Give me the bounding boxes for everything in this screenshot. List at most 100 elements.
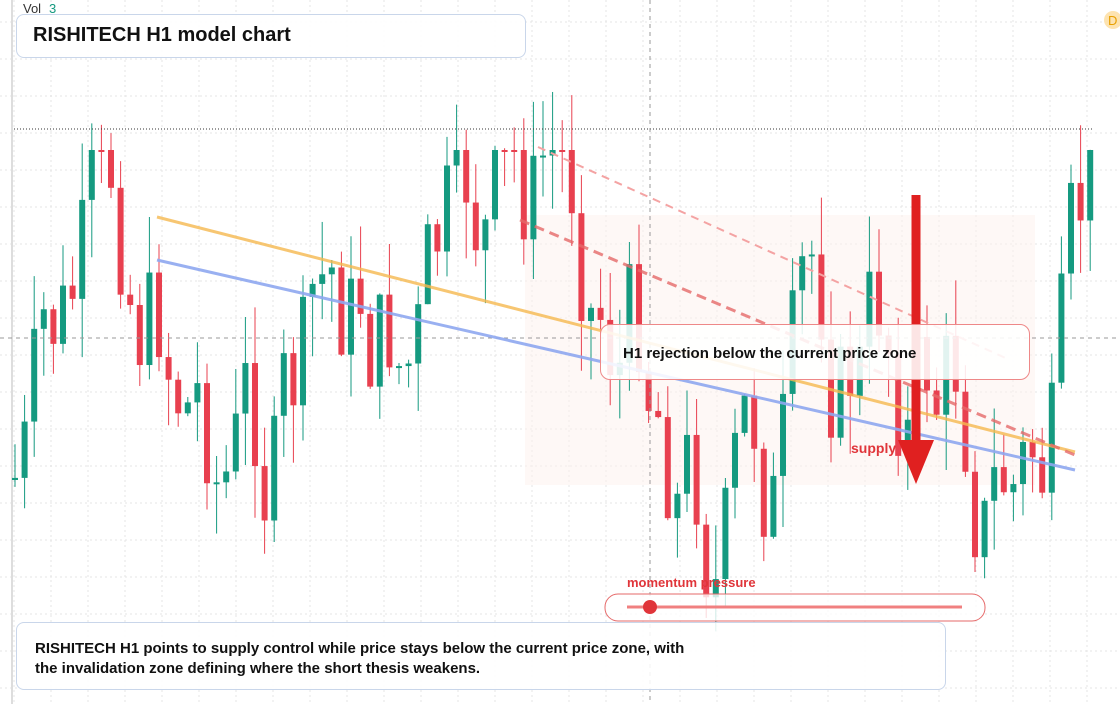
candle	[127, 294, 134, 305]
candle	[760, 448, 767, 537]
candle	[136, 304, 143, 366]
candle	[117, 187, 124, 295]
candle	[434, 224, 441, 252]
candle	[319, 274, 326, 284]
summary: RISHITECH H1 points to supply control wh…	[16, 622, 946, 690]
candle	[501, 150, 508, 152]
candle	[194, 383, 201, 403]
candle	[770, 475, 777, 537]
candle	[40, 309, 47, 329]
candle	[338, 267, 345, 355]
candle	[751, 395, 758, 449]
momentum-dot	[643, 600, 657, 614]
candle	[1077, 182, 1084, 221]
candle	[175, 379, 182, 414]
badge-text: D	[1108, 13, 1117, 28]
candle	[645, 372, 652, 411]
candle	[904, 419, 911, 456]
candle	[866, 271, 873, 347]
candle	[204, 383, 210, 484]
candle	[252, 363, 258, 467]
candle	[712, 579, 719, 598]
candle	[962, 391, 969, 472]
candle	[386, 294, 393, 368]
candle	[1058, 273, 1065, 383]
candle	[520, 150, 527, 240]
candle	[1000, 467, 1007, 493]
candle	[818, 254, 825, 340]
candle	[280, 353, 287, 416]
candle	[88, 150, 95, 200]
candle	[31, 328, 38, 422]
candle	[1029, 441, 1036, 458]
candle	[261, 466, 268, 521]
candle	[972, 471, 978, 558]
candle	[684, 434, 690, 494]
candle	[223, 471, 230, 483]
arrow-head	[898, 440, 934, 484]
candle	[415, 304, 422, 364]
candle	[69, 285, 76, 299]
candle	[213, 482, 220, 485]
title: RISHITECH H1 model chart	[16, 14, 526, 58]
candle	[146, 272, 153, 366]
summary-text: RISHITECH H1 points to supply control wh…	[35, 640, 685, 677]
vol-value: 3	[49, 1, 56, 16]
candle	[165, 357, 172, 380]
dashed-line	[537, 146, 1011, 361]
candle	[108, 150, 114, 188]
candle	[290, 353, 297, 406]
candle	[21, 421, 28, 478]
candle	[808, 254, 815, 257]
candle	[981, 500, 988, 558]
badge	[1104, 11, 1120, 29]
candle	[405, 363, 412, 367]
candle	[780, 393, 786, 476]
candle	[463, 150, 470, 203]
candle	[578, 213, 585, 321]
candle	[482, 219, 489, 251]
candle	[348, 278, 354, 355]
candle	[1048, 382, 1055, 493]
candle	[444, 165, 450, 252]
candle	[376, 294, 383, 387]
candle	[396, 366, 402, 369]
candle	[156, 272, 162, 358]
candle	[309, 283, 316, 297]
candle	[588, 307, 594, 321]
candle	[895, 354, 902, 456]
candle	[453, 150, 460, 166]
candle	[597, 307, 604, 320]
dashed-line	[519, 218, 1076, 457]
candle	[933, 390, 940, 415]
candle	[655, 410, 662, 418]
candle	[98, 150, 105, 152]
candle	[876, 271, 882, 336]
candle	[1068, 182, 1074, 274]
candle	[12, 477, 18, 480]
candle	[184, 402, 191, 414]
candle	[674, 493, 681, 519]
candle	[559, 150, 566, 152]
candle	[472, 202, 479, 251]
callout: H1 rejection below the current price zon…	[600, 324, 1030, 380]
candle	[367, 313, 374, 387]
candle	[693, 434, 700, 525]
candle	[492, 150, 498, 220]
candle	[732, 432, 738, 488]
candle	[242, 363, 249, 414]
candle	[722, 487, 729, 580]
candle	[530, 155, 537, 240]
momentum-label: momentum pressure	[627, 575, 756, 590]
candle	[626, 264, 633, 363]
candle	[636, 264, 642, 373]
candle	[79, 199, 86, 299]
candle	[424, 224, 431, 305]
candle	[1020, 441, 1026, 485]
candle	[300, 296, 306, 406]
candle	[703, 524, 710, 598]
candle	[568, 150, 575, 214]
candle	[328, 267, 335, 275]
